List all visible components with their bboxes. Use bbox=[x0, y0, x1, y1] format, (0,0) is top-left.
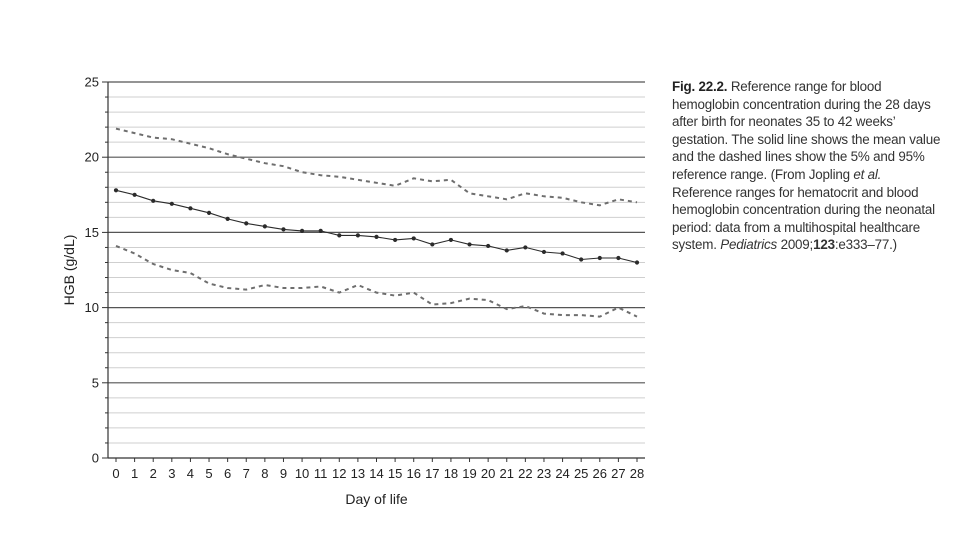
y-axis-title: HGB (g/dL) bbox=[61, 235, 77, 306]
mean-point bbox=[541, 249, 547, 255]
mean-point bbox=[486, 243, 491, 249]
x-tick-label: 7 bbox=[243, 466, 250, 481]
series-line-95th-percentile bbox=[115, 127, 638, 207]
x-tick-label: 18 bbox=[444, 466, 458, 481]
mean-point bbox=[411, 236, 416, 241]
mean-point bbox=[132, 192, 137, 197]
x-tick-label: 20 bbox=[481, 466, 495, 481]
mean-point bbox=[523, 245, 528, 250]
mean-point bbox=[169, 201, 174, 206]
caption-segment-3: Pediatrics bbox=[720, 237, 778, 253]
caption-text: Reference range for blood hemoglobin con… bbox=[672, 79, 940, 252]
x-tick-label: 14 bbox=[369, 466, 383, 481]
caption-segment-2: Reference ranges for hematocrit and bloo… bbox=[672, 184, 935, 253]
x-tick-label: 19 bbox=[462, 466, 476, 481]
mean-point bbox=[337, 233, 342, 238]
x-tick-label: 5 bbox=[205, 466, 212, 481]
mean-point bbox=[393, 237, 398, 243]
mean-point bbox=[579, 257, 584, 262]
mean-point bbox=[113, 188, 119, 193]
mean-point bbox=[467, 242, 472, 247]
x-axis-title: Day of life bbox=[345, 491, 407, 507]
x-tick-label: 22 bbox=[518, 466, 532, 481]
caption-segment-4: 2009; bbox=[777, 237, 814, 253]
mean-point bbox=[244, 221, 249, 226]
axes bbox=[102, 81, 645, 462]
mean-point bbox=[448, 237, 454, 243]
mean-point bbox=[188, 206, 193, 211]
x-tick-label: 4 bbox=[187, 466, 194, 481]
y-tick-label: 5 bbox=[92, 375, 99, 390]
grid bbox=[108, 81, 645, 444]
y-tick-label: 0 bbox=[92, 451, 99, 466]
x-tick-label: 0 bbox=[112, 466, 119, 481]
x-tick-label: 11 bbox=[314, 466, 328, 481]
x-tick-label: 24 bbox=[555, 466, 569, 481]
mean-point bbox=[151, 198, 156, 203]
mean-point bbox=[374, 234, 379, 240]
x-tick-label: 8 bbox=[261, 466, 268, 481]
y-tick-label: 15 bbox=[85, 225, 99, 240]
x-tick-label: 10 bbox=[295, 466, 309, 481]
mean-point bbox=[225, 216, 230, 221]
x-tick-label: 6 bbox=[224, 466, 231, 481]
y-tick-label: 20 bbox=[85, 150, 99, 165]
x-tick-label: 27 bbox=[611, 466, 625, 481]
mean-point bbox=[504, 248, 509, 253]
mean-point bbox=[262, 224, 267, 229]
y-tick-label: 10 bbox=[85, 300, 99, 315]
x-tick-label: 16 bbox=[406, 466, 420, 481]
mean-point bbox=[355, 233, 360, 238]
mean-point bbox=[430, 242, 435, 247]
series-lines bbox=[113, 127, 640, 318]
caption-segment-1: et al. bbox=[853, 166, 882, 182]
x-tick-label: 25 bbox=[574, 466, 588, 481]
x-tick-label: 13 bbox=[351, 466, 365, 481]
figure-caption: Fig. 22.2. Reference range for blood hem… bbox=[672, 78, 942, 254]
x-tick-label: 1 bbox=[131, 466, 138, 481]
mean-point bbox=[318, 228, 323, 233]
series-line-mean bbox=[115, 189, 638, 264]
x-tick-label: 26 bbox=[593, 466, 607, 481]
mean-point bbox=[560, 251, 565, 256]
caption-segment-6: :e333–77.) bbox=[834, 237, 897, 253]
x-tick-label: 3 bbox=[168, 466, 175, 481]
caption-segment-0: Reference range for blood hemoglobin con… bbox=[672, 79, 941, 182]
mean-point bbox=[634, 260, 640, 265]
x-tick-label: 28 bbox=[630, 466, 644, 481]
caption-segment-5: 123 bbox=[813, 237, 835, 253]
y-tick-label: 25 bbox=[85, 75, 99, 90]
x-tick-label: 2 bbox=[150, 466, 157, 481]
mean-point bbox=[206, 210, 212, 215]
x-tick-label: 12 bbox=[332, 466, 346, 481]
mean-point bbox=[281, 227, 286, 232]
x-tick-label: 23 bbox=[537, 466, 551, 481]
x-tick-label: 9 bbox=[280, 466, 287, 481]
series-line-5th-percentile bbox=[115, 244, 638, 318]
hemoglobin-chart: 0 5 10 15 20 25 0 1 2 3 4 5 6 7 8 9 10 11 12 13 14 15 16 17 18 19… bbox=[61, 75, 645, 507]
mean-point bbox=[299, 228, 305, 233]
mean-point bbox=[597, 255, 602, 261]
figure-label: Fig. 22.2. bbox=[672, 79, 728, 94]
x-tick-label: 15 bbox=[388, 466, 402, 481]
x-tick-label: 21 bbox=[500, 466, 514, 481]
x-tick-label: 17 bbox=[425, 466, 439, 481]
mean-point bbox=[616, 255, 621, 261]
